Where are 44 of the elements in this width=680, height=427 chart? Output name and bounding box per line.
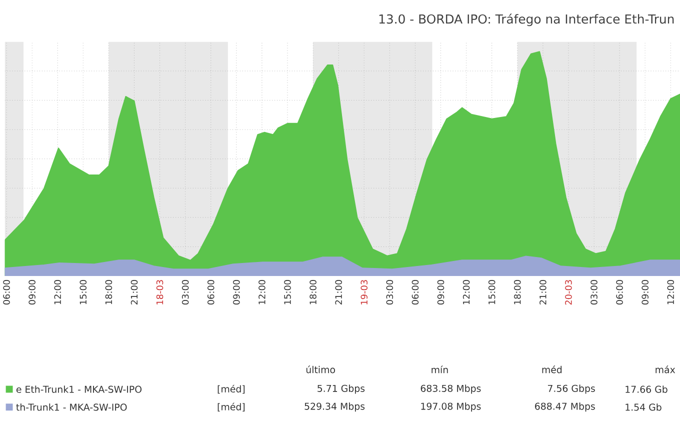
- x-tick-label: 03:00: [386, 280, 394, 305]
- x-tick-label: 18:00: [105, 280, 112, 304]
- x-tick-label: 06:00: [207, 280, 214, 305]
- text: 7.56 Gbps: [548, 384, 595, 394]
- x-tick-label: 15:00: [80, 280, 87, 304]
- chart-title: 13.0 - BORDA IPO: Tráfego na Interface Eth-Trun: [379, 14, 674, 26]
- x-tick-label: 15:00: [284, 280, 291, 304]
- x-tick-label: 18-03: [156, 280, 164, 304]
- x-tick-label: 09:00: [28, 280, 36, 305]
- text: 17.66 Gb: [626, 386, 668, 393]
- x-tick-label: 18:00: [310, 280, 316, 304]
- x-tick-label: 21:00: [335, 280, 342, 304]
- x-tick-label: 06:00: [616, 280, 623, 305]
- x-tick-label: 12:00: [667, 280, 674, 304]
- text: mín: [432, 366, 448, 374]
- x-tick-label: 12:00: [258, 280, 266, 304]
- x-tick-label: 06:00: [412, 280, 419, 305]
- text: méd: [542, 366, 562, 374]
- text: máx: [656, 366, 676, 374]
- text: 1.54 Gb: [626, 403, 662, 411]
- text: 197.08 Mbps: [421, 402, 481, 412]
- text: 529.34 Mbps: [304, 402, 365, 412]
- x-tick-label: 12:00: [54, 280, 61, 304]
- x-tick-label: 18:00: [514, 280, 521, 304]
- x-tick-label: 20-03: [565, 280, 572, 305]
- x-tick-label: 09:00: [437, 280, 444, 305]
- legend-label: e Eth-Trunk1 - MKA-SW-IPO: [16, 386, 142, 393]
- text: 5.71 Gbps: [318, 384, 365, 394]
- x-tick-label: 06:00: [3, 280, 10, 305]
- text: 683.58 Mbps: [420, 384, 481, 394]
- x-tick-label: 12:00: [462, 280, 470, 304]
- x-tick-label: 21:00: [540, 280, 546, 304]
- text: último: [306, 366, 335, 374]
- text: 688.47 Mbps: [535, 402, 595, 412]
- x-tick-label: 15:00: [488, 280, 496, 304]
- x-tick-label: 21:00: [130, 280, 138, 304]
- text: [méd]: [218, 384, 245, 394]
- x-tick-label: 19-03: [360, 280, 368, 304]
- x-tick-label: 09:00: [642, 280, 648, 305]
- x-tick-label: 03:00: [182, 280, 189, 305]
- text: [méd]: [218, 402, 245, 412]
- legend-label: th-Trunk1 - MKA-SW-IPO: [16, 403, 127, 411]
- x-tick-label: 09:00: [233, 280, 240, 305]
- x-tick-label: 03:00: [590, 280, 598, 305]
